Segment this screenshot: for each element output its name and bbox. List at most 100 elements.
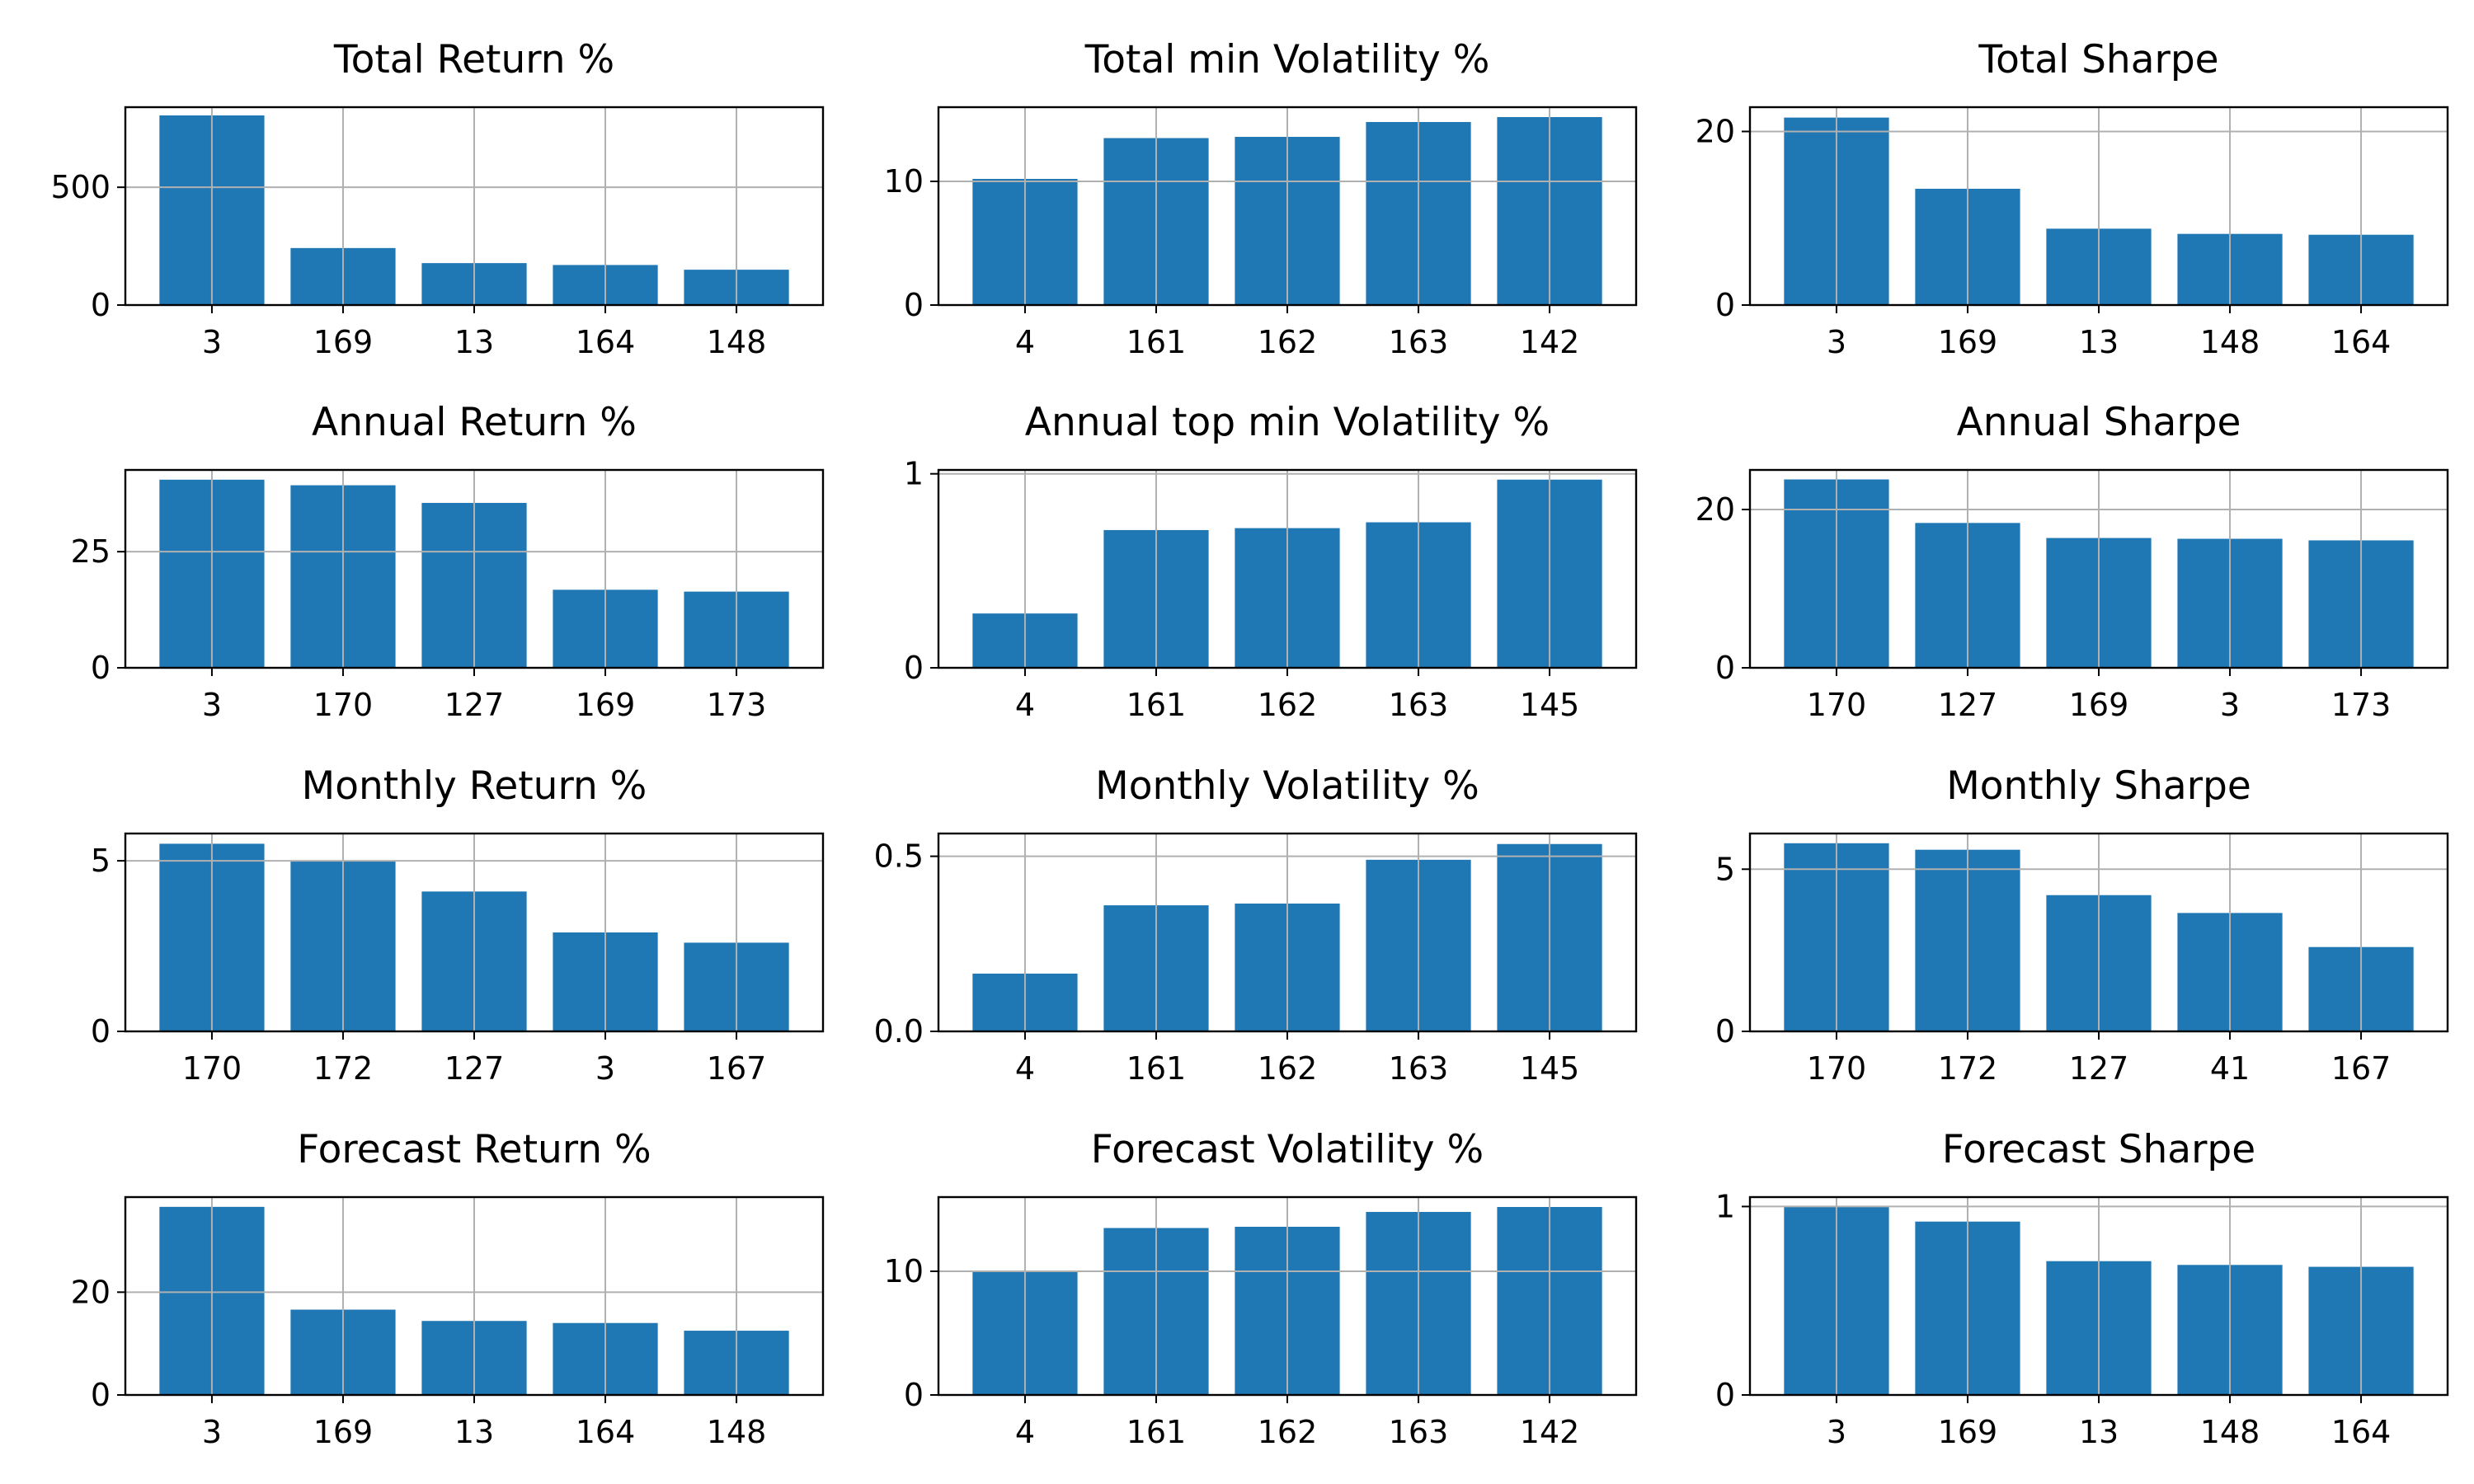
x-tick-label: 170 [313,687,374,723]
x-tick-label: 169 [576,687,636,723]
x-tick-label: 161 [1126,1050,1187,1087]
x-tick-label: 13 [2079,324,2119,360]
subplot-title: Annual top min Volatility % [1025,400,1550,445]
x-tick-label: 148 [707,1414,767,1450]
x-tick-label: 3 [2220,687,2240,723]
x-tick-label: 3 [202,1414,222,1450]
x-tick-label: 169 [313,324,374,360]
x-tick-label: 13 [2079,1414,2119,1450]
y-tick-label: 20 [71,1274,111,1310]
y-tick-label: 20 [1696,491,1735,528]
subplot-6: Annual Sharpe 170 127 169 3 173 0 20 [1696,400,2449,723]
x-tick-label: 13 [454,324,494,360]
y-tick-label: 25 [71,533,111,570]
x-tick-label: 13 [454,1414,494,1450]
y-tick-label: 20 [1696,113,1735,149]
x-tick-label: 161 [1126,687,1187,723]
y-tick-label: 0 [91,650,111,686]
subplot-title: Total min Volatility % [1084,37,1490,82]
y-tick-label: 5 [1715,851,1735,887]
subplot-title: Forecast Return % [297,1127,651,1172]
y-tick-label: 0 [1715,287,1735,323]
x-tick-label: 3 [1827,1414,1846,1450]
y-tick-label: 1 [1715,1188,1735,1224]
subplot-title: Forecast Volatility % [1091,1127,1484,1172]
subplot-title: Total Sharpe [1978,37,2218,82]
y-tick-label: 0 [1715,1377,1735,1413]
x-tick-label: 170 [1807,687,1867,723]
x-tick-label: 3 [202,324,222,360]
y-tick-label: 0.0 [874,1013,924,1050]
x-tick-label: 162 [1258,324,1318,360]
x-tick-label: 162 [1258,687,1318,723]
y-tick-label: 500 [50,169,111,205]
x-tick-label: 127 [1938,687,1998,723]
subplot-4: Annual Return % 3 170 127 169 173 0 25 [71,400,825,723]
subplot-title: Forecast Sharpe [1942,1127,2255,1172]
x-tick-label: 163 [1389,324,1449,360]
x-tick-label: 127 [444,1050,505,1087]
y-tick-label: 0 [91,1377,111,1413]
x-tick-label: 3 [595,1050,615,1087]
x-tick-label: 164 [2331,1414,2392,1450]
x-tick-label: 172 [1938,1050,1998,1087]
y-tick-label: 0 [91,1013,111,1050]
subplot-8: Monthly Volatility % 4 161 162 163 145 0.0 0.5 [874,763,1638,1087]
x-tick-label: 41 [2210,1050,2250,1087]
x-tick-label: 161 [1126,1414,1187,1450]
subplot-5: Annual top min Volatility % 4 161 162 163 145… [904,400,1638,723]
x-tick-label: 162 [1258,1414,1318,1450]
y-tick-label: 10 [884,163,924,200]
x-tick-label: 148 [2200,1414,2260,1450]
subplot-title: Monthly Volatility % [1095,763,1479,809]
x-tick-label: 4 [1015,687,1035,723]
x-tick-label: 163 [1389,687,1449,723]
y-tick-label: 10 [884,1253,924,1289]
subplot-7: Monthly Return % 170 172 127 3 167 0 5 [91,763,825,1087]
subplot-11: Forecast Volatility % 4 161 162 163 142 0 10 [884,1127,1638,1450]
subplot-3: Total Sharpe 3 169 13 148 164 0 20 [1696,37,2449,360]
x-tick-label: 4 [1015,1050,1035,1087]
y-tick-label: 0 [1715,1013,1735,1050]
x-tick-label: 161 [1126,324,1187,360]
subplot-10: Forecast Return % 3 169 13 164 148 0 20 [71,1127,825,1450]
x-tick-label: 167 [2331,1050,2392,1087]
x-tick-label: 163 [1389,1050,1449,1087]
x-tick-label: 4 [1015,1414,1035,1450]
x-tick-label: 164 [576,324,636,360]
subplot-title: Annual Return % [312,400,637,445]
subplot-12: Forecast Sharpe 3 169 13 148 164 0 1 [1715,1127,2449,1450]
x-tick-label: 163 [1389,1414,1449,1450]
x-tick-label: 173 [707,687,767,723]
x-tick-label: 169 [1938,324,1998,360]
y-tick-label: 0 [904,650,924,686]
x-tick-label: 164 [576,1414,636,1450]
x-tick-label: 127 [444,687,505,723]
x-tick-label: 167 [707,1050,767,1087]
x-tick-label: 142 [1520,1414,1580,1450]
x-tick-label: 145 [1520,1050,1580,1087]
y-tick-label: 0 [1715,650,1735,686]
y-tick-label: 1 [904,456,924,492]
x-tick-label: 170 [1807,1050,1867,1087]
x-tick-label: 127 [2069,1050,2129,1087]
x-tick-label: 3 [1827,324,1846,360]
subplot-title: Total Return % [333,37,614,82]
x-tick-label: 148 [2200,324,2260,360]
y-tick-label: 0.5 [874,838,924,875]
x-tick-label: 164 [2331,324,2392,360]
y-tick-label: 0 [91,287,111,323]
x-tick-label: 169 [313,1414,374,1450]
x-tick-label: 170 [182,1050,242,1087]
x-tick-label: 148 [707,324,767,360]
x-tick-label: 142 [1520,324,1580,360]
subplot-1: Total Return % 3 169 13 164 148 0 500 [50,37,825,360]
subplot-title: Monthly Sharpe [1946,763,2251,809]
subplot-title: Monthly Return % [302,763,647,809]
y-tick-label: 5 [91,843,111,879]
y-tick-label: 0 [904,1377,924,1413]
subplot-9: Monthly Sharpe 170 172 127 41 167 0 5 [1715,763,2449,1087]
subplot-title: Annual Sharpe [1957,400,2241,445]
x-tick-label: 169 [1938,1414,1998,1450]
